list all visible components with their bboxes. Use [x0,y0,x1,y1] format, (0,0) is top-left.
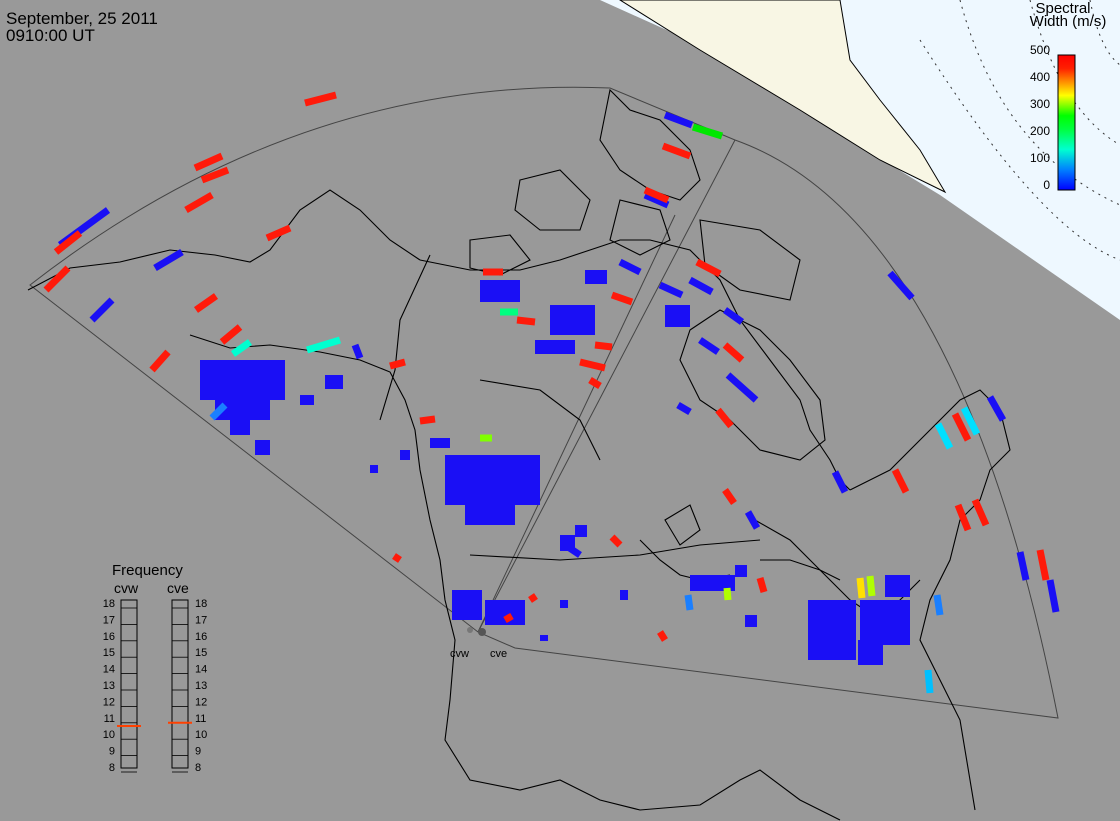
radar-site-cvw [467,627,473,633]
frequency-scale-cve-18: 18 [195,598,207,610]
colorbar-tick-200: 200 [1030,124,1050,138]
frequency-scale-cvw-8: 8 [109,762,115,774]
frequency-scale-cve-14: 14 [195,664,207,676]
beam-edge-2 [477,214,676,633]
frequency-scale-cvw-13: 13 [103,680,115,692]
date-label: September, 25 2011 [6,9,158,28]
frequency-title: Frequency [112,562,183,579]
echoes-high-width [43,91,1050,642]
frequency-scale-cve-8: 8 [195,762,201,774]
frequency-box-cvw [120,599,138,769]
frequency-scale-cvw-12: 12 [103,696,115,708]
frequency-scale-cvw-14: 14 [103,664,115,676]
frequency-scale-cve-12: 12 [195,696,207,708]
coastlines [27,88,1011,821]
frequency-scale-cve-16: 16 [195,631,207,643]
radar-fov [29,86,1059,719]
echoes-blue-strips [57,111,1060,613]
frequency-col-cve: cve [167,580,189,596]
frequency-scale-cve-10: 10 [195,729,207,741]
colorbar-tick-0: 0 [1043,178,1050,192]
frequency-scale-cvw-18: 18 [103,598,115,610]
radar-site-cve [478,628,486,636]
radar-label-cve: cve [490,648,507,660]
echoes-mid-width [209,123,981,694]
colorbar-title: Spectral [1035,0,1091,17]
echoes-low-width [200,270,910,665]
radar-label-cvw: cvw [450,648,469,660]
frequency-scale-cvw-9: 9 [109,746,115,758]
frequency-box-cve [171,599,189,769]
colorbar-ticks: 500 400 300 200 100 0 [1030,43,1050,192]
frequency-scale-cve-17: 17 [195,614,207,626]
colorbar-units: Width (m/s) [1029,13,1107,30]
time-label: 0910:00 UT [6,26,95,45]
frequency-scale-cve-13: 13 [195,680,207,692]
frequency-scale-cvw-10: 10 [103,729,115,741]
colorbar-tick-400: 400 [1030,70,1050,84]
frequency-scale-cvw-11: 11 [104,713,115,725]
colorbar-strip [1057,54,1076,191]
greenland-land [619,0,947,194]
colorbar-tick-100: 100 [1030,151,1050,165]
frequency-col-cvw: cvw [114,580,139,596]
frequency-scale-cve-11: 11 [195,713,206,725]
colorbar-tick-300: 300 [1030,97,1050,111]
frequency-scale-cve-15: 15 [195,647,207,659]
frequency-scale-cvw-17: 17 [103,614,115,626]
beam-edge-1 [477,139,736,633]
colorbar: 500 400 300 200 100 0 [1030,43,1076,192]
colorbar-tick-500: 500 [1030,43,1050,57]
frequency-ticks: 18 18 17 17 16 16 15 15 14 14 13 13 12 12 11 11 10 10 9 9 8 8 [103,598,208,774]
frequency-panel: Frequency cvw cve 18 18 17 17 16 16 15 15 14 14 13… [103,562,208,774]
frequency-scale-cve-9: 9 [195,746,201,758]
frequency-scale-cvw-16: 16 [103,631,115,643]
frequency-scale-cvw-15: 15 [103,647,115,659]
